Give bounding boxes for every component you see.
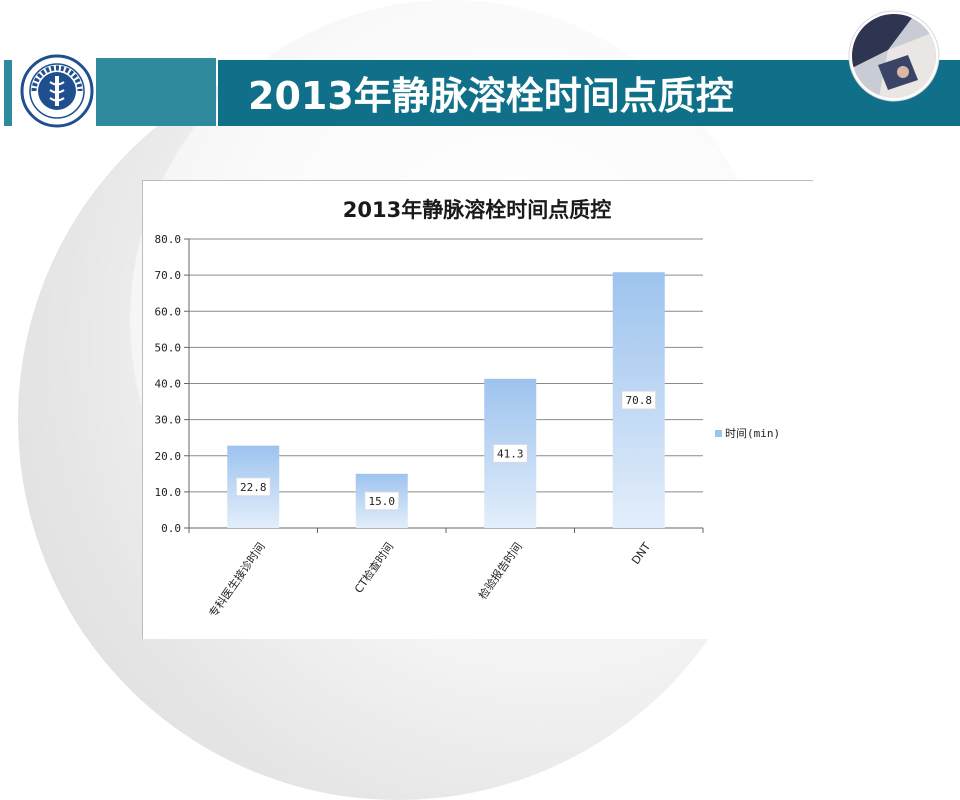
header-accent-bar: [4, 60, 12, 126]
chart-frame: 2013年静脉溶栓时间点质控 0.0 10.0 20.0 30.0 40.0 50.0 60…: [142, 180, 813, 639]
data-label-box: [492, 443, 528, 463]
header-band-left: [96, 58, 216, 126]
x-tick-label: CT检查时间: [351, 540, 396, 596]
data-label: 22.8: [240, 481, 267, 494]
legend-swatch: [715, 430, 722, 437]
data-label: 70.8: [626, 394, 653, 407]
hospital-seal-icon: [20, 54, 94, 128]
x-tick-label: 专科医生接诊时间: [206, 540, 268, 620]
data-label-box: [621, 390, 657, 410]
y-tick-label: 50.0: [155, 341, 182, 354]
x-tick-label: DNT: [629, 540, 653, 567]
doctor-photo-icon: [848, 10, 940, 102]
chart-title: 2013年静脉溶栓时间点质控: [343, 198, 611, 222]
data-label-box: [364, 491, 400, 511]
y-tick-label: 10.0: [155, 486, 182, 499]
y-tick-label: 70.0: [155, 269, 182, 282]
legend-label: 时间(min): [725, 427, 780, 440]
y-tick-label: 80.0: [155, 233, 182, 246]
data-label-box: [235, 477, 271, 497]
bar-chart: 2013年静脉溶栓时间点质控 0.0 10.0 20.0 30.0 40.0 50.0 60…: [155, 198, 781, 620]
y-tick-label: 60.0: [155, 305, 182, 318]
x-tick-label: 检验报告时间: [475, 540, 524, 602]
data-label: 15.0: [369, 495, 396, 508]
y-tick-label: 30.0: [155, 414, 182, 427]
y-tick-label: 0.0: [161, 522, 181, 535]
y-tick-label: 20.0: [155, 450, 182, 463]
y-tick-label: 40.0: [155, 378, 182, 391]
header-band: [218, 60, 960, 126]
data-label: 41.3: [497, 447, 524, 460]
page-title: 2013年静脉溶栓时间点质控: [248, 74, 734, 118]
